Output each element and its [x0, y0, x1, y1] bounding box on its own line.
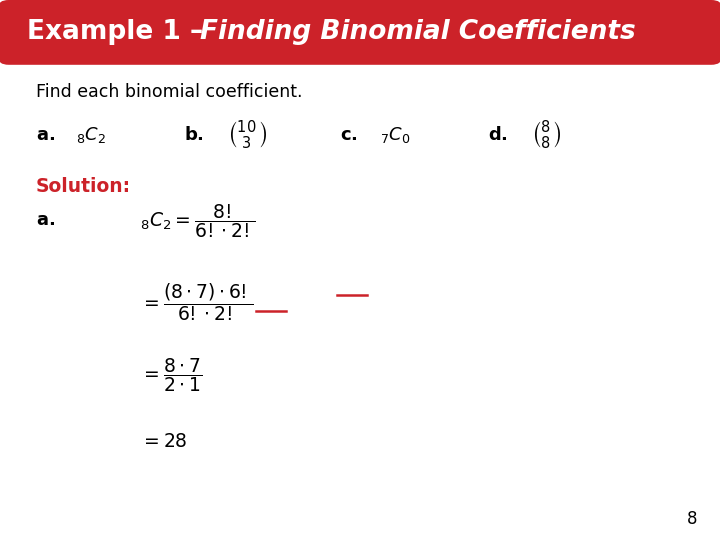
Text: $\mathbf{c.}$: $\mathbf{c.}$	[340, 126, 358, 144]
Text: $= \dfrac{(8 \cdot 7) \cdot 6!}{6! \cdot 2!}$: $= \dfrac{(8 \cdot 7) \cdot 6!}{6! \cdot…	[140, 281, 253, 323]
Text: $= 28$: $= 28$	[140, 432, 188, 451]
Text: $_8C_2 = \dfrac{8!}{6! \cdot 2!}$: $_8C_2 = \dfrac{8!}{6! \cdot 2!}$	[140, 202, 256, 240]
FancyBboxPatch shape	[0, 0, 720, 65]
Text: Finding Binomial Coefficients: Finding Binomial Coefficients	[200, 19, 636, 45]
Text: $\mathbf{a.}$: $\mathbf{a.}$	[36, 126, 55, 144]
Text: $\mathbf{d.}$: $\mathbf{d.}$	[488, 126, 508, 144]
Text: Find each binomial coefficient.: Find each binomial coefficient.	[36, 83, 302, 101]
Text: Example 1 –: Example 1 –	[27, 19, 212, 45]
Text: $_7C_0$: $_7C_0$	[380, 125, 410, 145]
Text: $= \dfrac{8 \cdot 7}{2 \cdot 1}$: $= \dfrac{8 \cdot 7}{2 \cdot 1}$	[140, 356, 202, 394]
Text: $\mathbf{b.}$: $\mathbf{b.}$	[184, 126, 204, 144]
Text: $\mathbf{a.}$: $\mathbf{a.}$	[36, 211, 55, 230]
Text: 8: 8	[686, 510, 697, 528]
Text: $\binom{8}{8}$: $\binom{8}{8}$	[531, 118, 562, 152]
Text: $\binom{10}{3}$: $\binom{10}{3}$	[227, 118, 267, 152]
Text: Solution:: Solution:	[36, 177, 131, 196]
Text: $_8C_2$: $_8C_2$	[76, 125, 106, 145]
